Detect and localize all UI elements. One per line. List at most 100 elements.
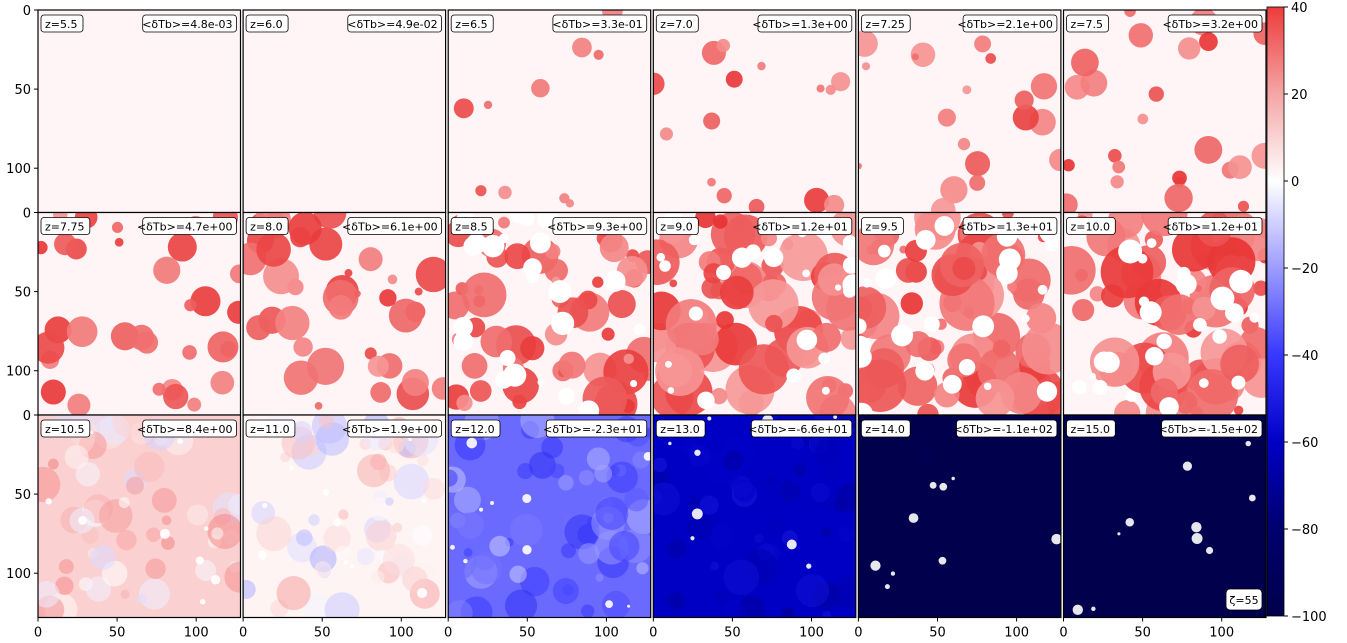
heatmap-panel: z=11.0 <δTb>=1.9e+00 [242, 414, 447, 619]
mean-label-box [956, 419, 1058, 438]
x-tick-label: 50 [724, 626, 741, 641]
heatmap-panel: z=6.5 <δTb>=3.3e-01 [447, 9, 652, 214]
z-label: z=8.5 [455, 221, 487, 234]
mean-label-box [962, 217, 1058, 235]
heatmap-panel: z=6.0 <δTb>=4.9e-02 [242, 9, 447, 214]
z-label: z=11.0 [250, 423, 289, 436]
z-label-box [861, 217, 904, 235]
z-label: z=9.5 [865, 221, 897, 234]
z-label: z=6.5 [455, 18, 487, 31]
mean-label-box [545, 419, 648, 438]
heatmap-panel: z=9.5 <δTb>=1.3e+01 [857, 211, 1062, 416]
heatmap-panel: z=10.5 <δTb>=8.4e+00 [37, 414, 242, 619]
y-tick-label: 0 [23, 409, 31, 424]
x-tick-label: 0 [444, 626, 452, 641]
panel-frame [857, 414, 1062, 619]
mean-label: <δTb>=4.9e-02 [347, 18, 437, 31]
mean-label: <δTb>=6.1e+00 [342, 221, 438, 234]
heatmap-field [243, 10, 446, 213]
heatmap-panel: z=8.0 <δTb>=6.1e+00 [242, 211, 447, 416]
mean-label: <δTb>=8.4e+00 [137, 423, 233, 436]
z-label-box [655, 217, 699, 235]
heatmap-panel-grid: z=5.5 <δTb>=4.8e-03 z=6.0 <δTb>=4.9e-02 z=6.… [37, 9, 1267, 619]
heatmap-panel: z=5.5 <δTb>=4.8e-03 [37, 9, 242, 214]
x-tick-label: 0 [649, 626, 657, 641]
x-tick-label: 50 [109, 626, 126, 641]
z-label-box [40, 14, 84, 33]
heatmap-field [448, 212, 651, 415]
z-label-box [450, 419, 501, 438]
x-tick-label: 100 [389, 626, 414, 641]
z-label: z=7.5 [1071, 18, 1103, 31]
z-label: z=5.5 [45, 18, 77, 31]
heatmap-field [858, 212, 1061, 415]
heatmap-panel: z=7.0 <δTb>=1.3e+00 [652, 9, 857, 214]
z-label-box [40, 217, 91, 235]
y-tick-label: 50 [14, 83, 31, 98]
heatmap-field [38, 415, 241, 618]
mean-label-box [552, 217, 648, 235]
z-label-box [655, 419, 706, 438]
mean-label-box [1167, 14, 1263, 33]
zeta-annotation-label: ζ=55 [1229, 594, 1258, 607]
heatmap-panel: z=12.0 <δTb>=-2.3e+01 [447, 414, 652, 619]
heatmap-panel: z=13.0 <δTb>=-6.6e+01 [652, 414, 857, 619]
zeta-annotation-box [1225, 588, 1263, 611]
mean-label: <δTb>=1.2e+01 [1162, 221, 1258, 234]
mean-label: <δTb>=-2.3e+01 [543, 423, 643, 436]
colorbar-tick-label: −40 [1291, 349, 1318, 364]
heatmap-panel: z=8.5 <δTb>=9.3e+00 [447, 211, 652, 416]
z-label-box [1066, 419, 1116, 438]
mean-label-box [347, 217, 442, 235]
heatmap-field [858, 415, 1061, 618]
y-tick-label: 100 [6, 365, 31, 380]
colorbar-tick-label: −100 [1291, 610, 1327, 625]
colorbar-tick-label: 0 [1291, 175, 1299, 190]
heatmap-field [858, 10, 1061, 213]
heatmap-panel: z=15.0 <δTb>=-1.5e+02 [1062, 414, 1267, 619]
x-tick-label: 100 [1209, 626, 1234, 641]
mean-label: <δTb>=-1.1e+02 [953, 423, 1053, 436]
mean-label: <δTb>=4.8e-03 [142, 18, 232, 31]
mean-label: <δTb>=1.9e+00 [342, 423, 438, 436]
heatmap-field [653, 212, 856, 415]
mean-label-box [142, 419, 237, 438]
z-label: z=15.0 [1071, 423, 1110, 436]
x-tick-label: 50 [519, 626, 536, 641]
mean-label-box [757, 14, 853, 33]
z-label: z=9.0 [660, 221, 692, 234]
heatmap-field [38, 10, 241, 213]
panel-frame [652, 414, 857, 619]
mean-label-box [552, 14, 648, 33]
z-label: z=8.0 [250, 221, 282, 234]
y-tick-label: 100 [6, 162, 31, 177]
z-label-box [655, 14, 699, 33]
x-tick-label: 50 [1134, 626, 1151, 641]
colorbar-gradient [1266, 6, 1285, 617]
mean-label-box [1167, 217, 1263, 235]
y-tick-label: 50 [14, 286, 31, 301]
mean-label-box [751, 419, 853, 438]
mean-label: <δTb>=1.3e+00 [752, 18, 848, 31]
mean-label: <δTb>=4.7e+00 [137, 221, 233, 234]
mean-label: <δTb>=1.2e+01 [752, 221, 848, 234]
heatmap-field [38, 212, 241, 415]
z-label: z=14.0 [865, 423, 904, 436]
heatmap-field [448, 415, 651, 618]
x-tick-label: 100 [594, 626, 619, 641]
x-tick-label: 100 [1004, 626, 1029, 641]
z-label-box [245, 14, 289, 33]
panel-frame [447, 414, 652, 619]
y-tick-label: 0 [23, 4, 31, 19]
z-label-box [245, 217, 289, 235]
heatmap-panel: z=14.0 <δTb>=-1.1e+02 [857, 414, 1062, 619]
mean-label: <δTb>=3.2e+00 [1162, 18, 1258, 31]
mean-label: <δTb>=1.3e+01 [957, 221, 1053, 234]
x-tick-label: 100 [799, 626, 824, 641]
z-label-box [450, 14, 494, 33]
y-tick-label: 50 [14, 488, 31, 503]
x-tick-label: 0 [1059, 626, 1067, 641]
y-tick-label: 0 [23, 207, 31, 222]
mean-label: <δTb>=3.3e-01 [552, 18, 642, 31]
x-tick-label: 50 [929, 626, 946, 641]
